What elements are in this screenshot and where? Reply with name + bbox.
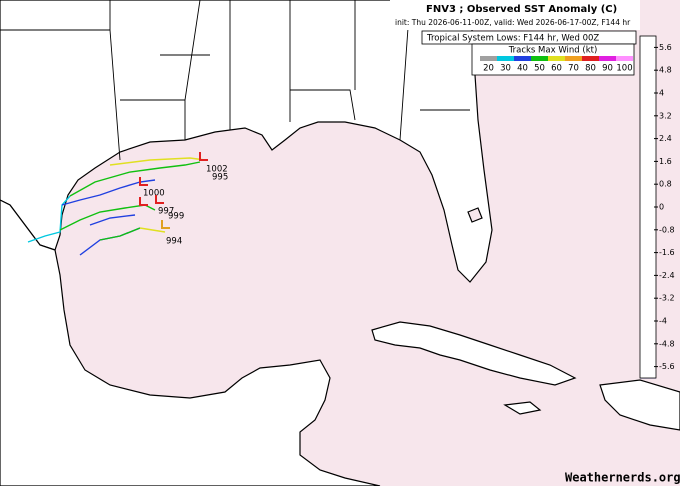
colorbar-label: 0 bbox=[659, 203, 664, 212]
low-marker bbox=[161, 220, 170, 229]
wind-label: 60 bbox=[551, 64, 562, 74]
colorbar-label: -0.8 bbox=[659, 225, 675, 234]
low-marker bbox=[199, 152, 208, 161]
state-borders bbox=[0, 0, 470, 161]
wind-label: 20 bbox=[483, 64, 494, 74]
track bbox=[69, 161, 201, 197]
low-marker bbox=[139, 177, 148, 186]
colorbar-label: 4.8 bbox=[659, 66, 672, 75]
low-pressure: 995 bbox=[212, 173, 228, 183]
wind-label: 100 bbox=[616, 64, 632, 74]
wind-swatch bbox=[565, 56, 582, 61]
wind-label: 80 bbox=[585, 64, 596, 74]
colorbar-label: 1.6 bbox=[659, 157, 672, 166]
wind-swatch bbox=[514, 56, 531, 61]
colorbar-label: -4 bbox=[659, 317, 667, 326]
colorbar-label: 5.6 bbox=[659, 43, 672, 52]
low-pressure: 1000 bbox=[143, 189, 165, 199]
wind-legend-title: Tracks Max Wind (kt) bbox=[508, 46, 598, 56]
title: FNV3 ; Observed SST Anomaly (C) bbox=[426, 4, 617, 15]
wind-label: 70 bbox=[568, 64, 579, 74]
colorbar-label: 4 bbox=[659, 89, 664, 98]
low-pressure: 997 bbox=[158, 207, 174, 217]
land-jamaica bbox=[503, 401, 542, 415]
land-cuba bbox=[371, 321, 577, 386]
colorbar-label: 0.8 bbox=[659, 180, 672, 189]
track bbox=[61, 179, 156, 206]
wind-swatch bbox=[548, 56, 565, 61]
low-pressure: 994 bbox=[166, 237, 182, 247]
wind-label: 30 bbox=[500, 64, 511, 74]
colorbar-label: -5.6 bbox=[659, 362, 675, 371]
track bbox=[109, 157, 206, 166]
wind-swatch bbox=[531, 56, 548, 61]
track bbox=[99, 227, 141, 241]
colorbar-label: -1.6 bbox=[659, 248, 675, 257]
colorbar-label: -4.8 bbox=[659, 339, 675, 348]
low-pressure: 1002 bbox=[206, 165, 228, 175]
low-pressure: 999 bbox=[168, 212, 184, 222]
wind-swatch bbox=[480, 56, 497, 61]
wind-label: 90 bbox=[602, 64, 613, 74]
colorbar-frame bbox=[639, 35, 657, 379]
low-marker bbox=[139, 197, 148, 206]
wind-swatch bbox=[582, 56, 599, 61]
watermark: Weathernerds.org bbox=[565, 471, 680, 485]
land-hispaniola bbox=[599, 379, 680, 431]
wind-label: 40 bbox=[517, 64, 528, 74]
colorbar-label: 2.4 bbox=[659, 134, 672, 143]
wind-label: 50 bbox=[534, 64, 545, 74]
colorbar-label: 3.2 bbox=[659, 111, 672, 120]
colorbar-label: -2.4 bbox=[659, 271, 675, 280]
lows-label: Tropical System Lows: F144 hr, Wed 00Z bbox=[426, 34, 599, 44]
colorbar-label: -3.2 bbox=[659, 294, 675, 303]
land-lake bbox=[467, 207, 483, 223]
land-us bbox=[0, 0, 493, 283]
wind-swatch bbox=[616, 56, 633, 61]
wind-swatch bbox=[497, 56, 514, 61]
track bbox=[27, 195, 71, 243]
header-box bbox=[390, 0, 640, 30]
track bbox=[139, 227, 166, 233]
wind-swatch bbox=[599, 56, 616, 61]
track bbox=[89, 214, 136, 226]
low-marker bbox=[155, 195, 164, 204]
land-mexico bbox=[0, 199, 381, 486]
subtitle: init: Thu 2026-06-11-00Z, valid: Wed 202… bbox=[395, 18, 631, 27]
